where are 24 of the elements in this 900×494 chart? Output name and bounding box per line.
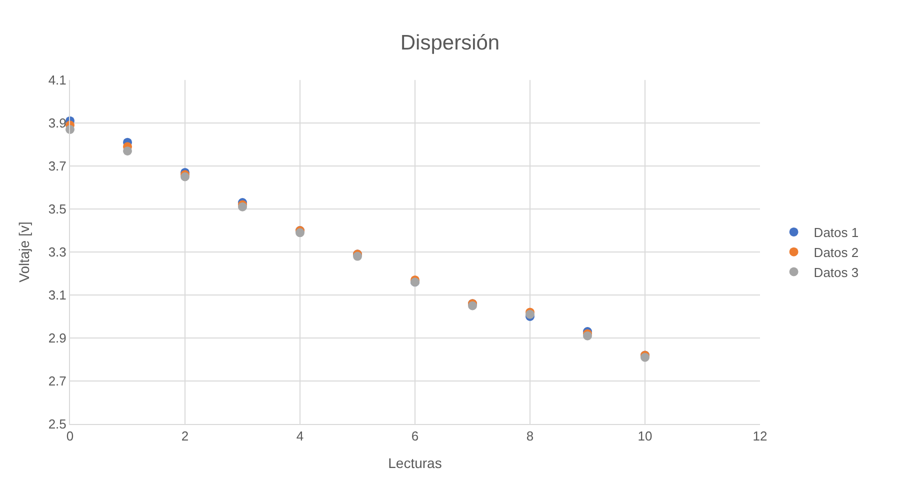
- x-axis-title: Lecturas: [388, 454, 442, 471]
- y-tick-label: 3.1: [48, 288, 66, 303]
- chart-title: Dispersión: [400, 31, 500, 54]
- point: [296, 228, 304, 238]
- y-tick-label: 3.3: [48, 244, 66, 260]
- x-tick-label: 12: [752, 428, 768, 444]
- legend-label: Datos 1: [814, 225, 859, 240]
- y-axis-title: Voltaje [v]: [16, 222, 32, 282]
- y-tick-label: 2.5: [48, 416, 66, 432]
- legend-label: Datos 2: [814, 244, 859, 260]
- x-tick-label: 10: [638, 428, 652, 444]
- x-tick-label: 6: [411, 428, 419, 444]
- x-tick-label: 0: [66, 428, 74, 444]
- y-tick-label: 3.5: [48, 202, 66, 217]
- x-tick-label: 4: [296, 428, 304, 444]
- y-tick-label: 4.1: [48, 72, 66, 88]
- legend-label: Datos 3: [814, 264, 859, 280]
- x-tick-label: 8: [526, 428, 534, 444]
- y-tick-label: 2.9: [48, 330, 66, 346]
- point: [123, 146, 132, 156]
- y-tick-label: 3.9: [48, 116, 66, 131]
- x-tick-label: 2: [181, 428, 189, 444]
- y-tick-label: 2.7: [48, 374, 66, 389]
- y-tick-label: 3.7: [48, 158, 66, 174]
